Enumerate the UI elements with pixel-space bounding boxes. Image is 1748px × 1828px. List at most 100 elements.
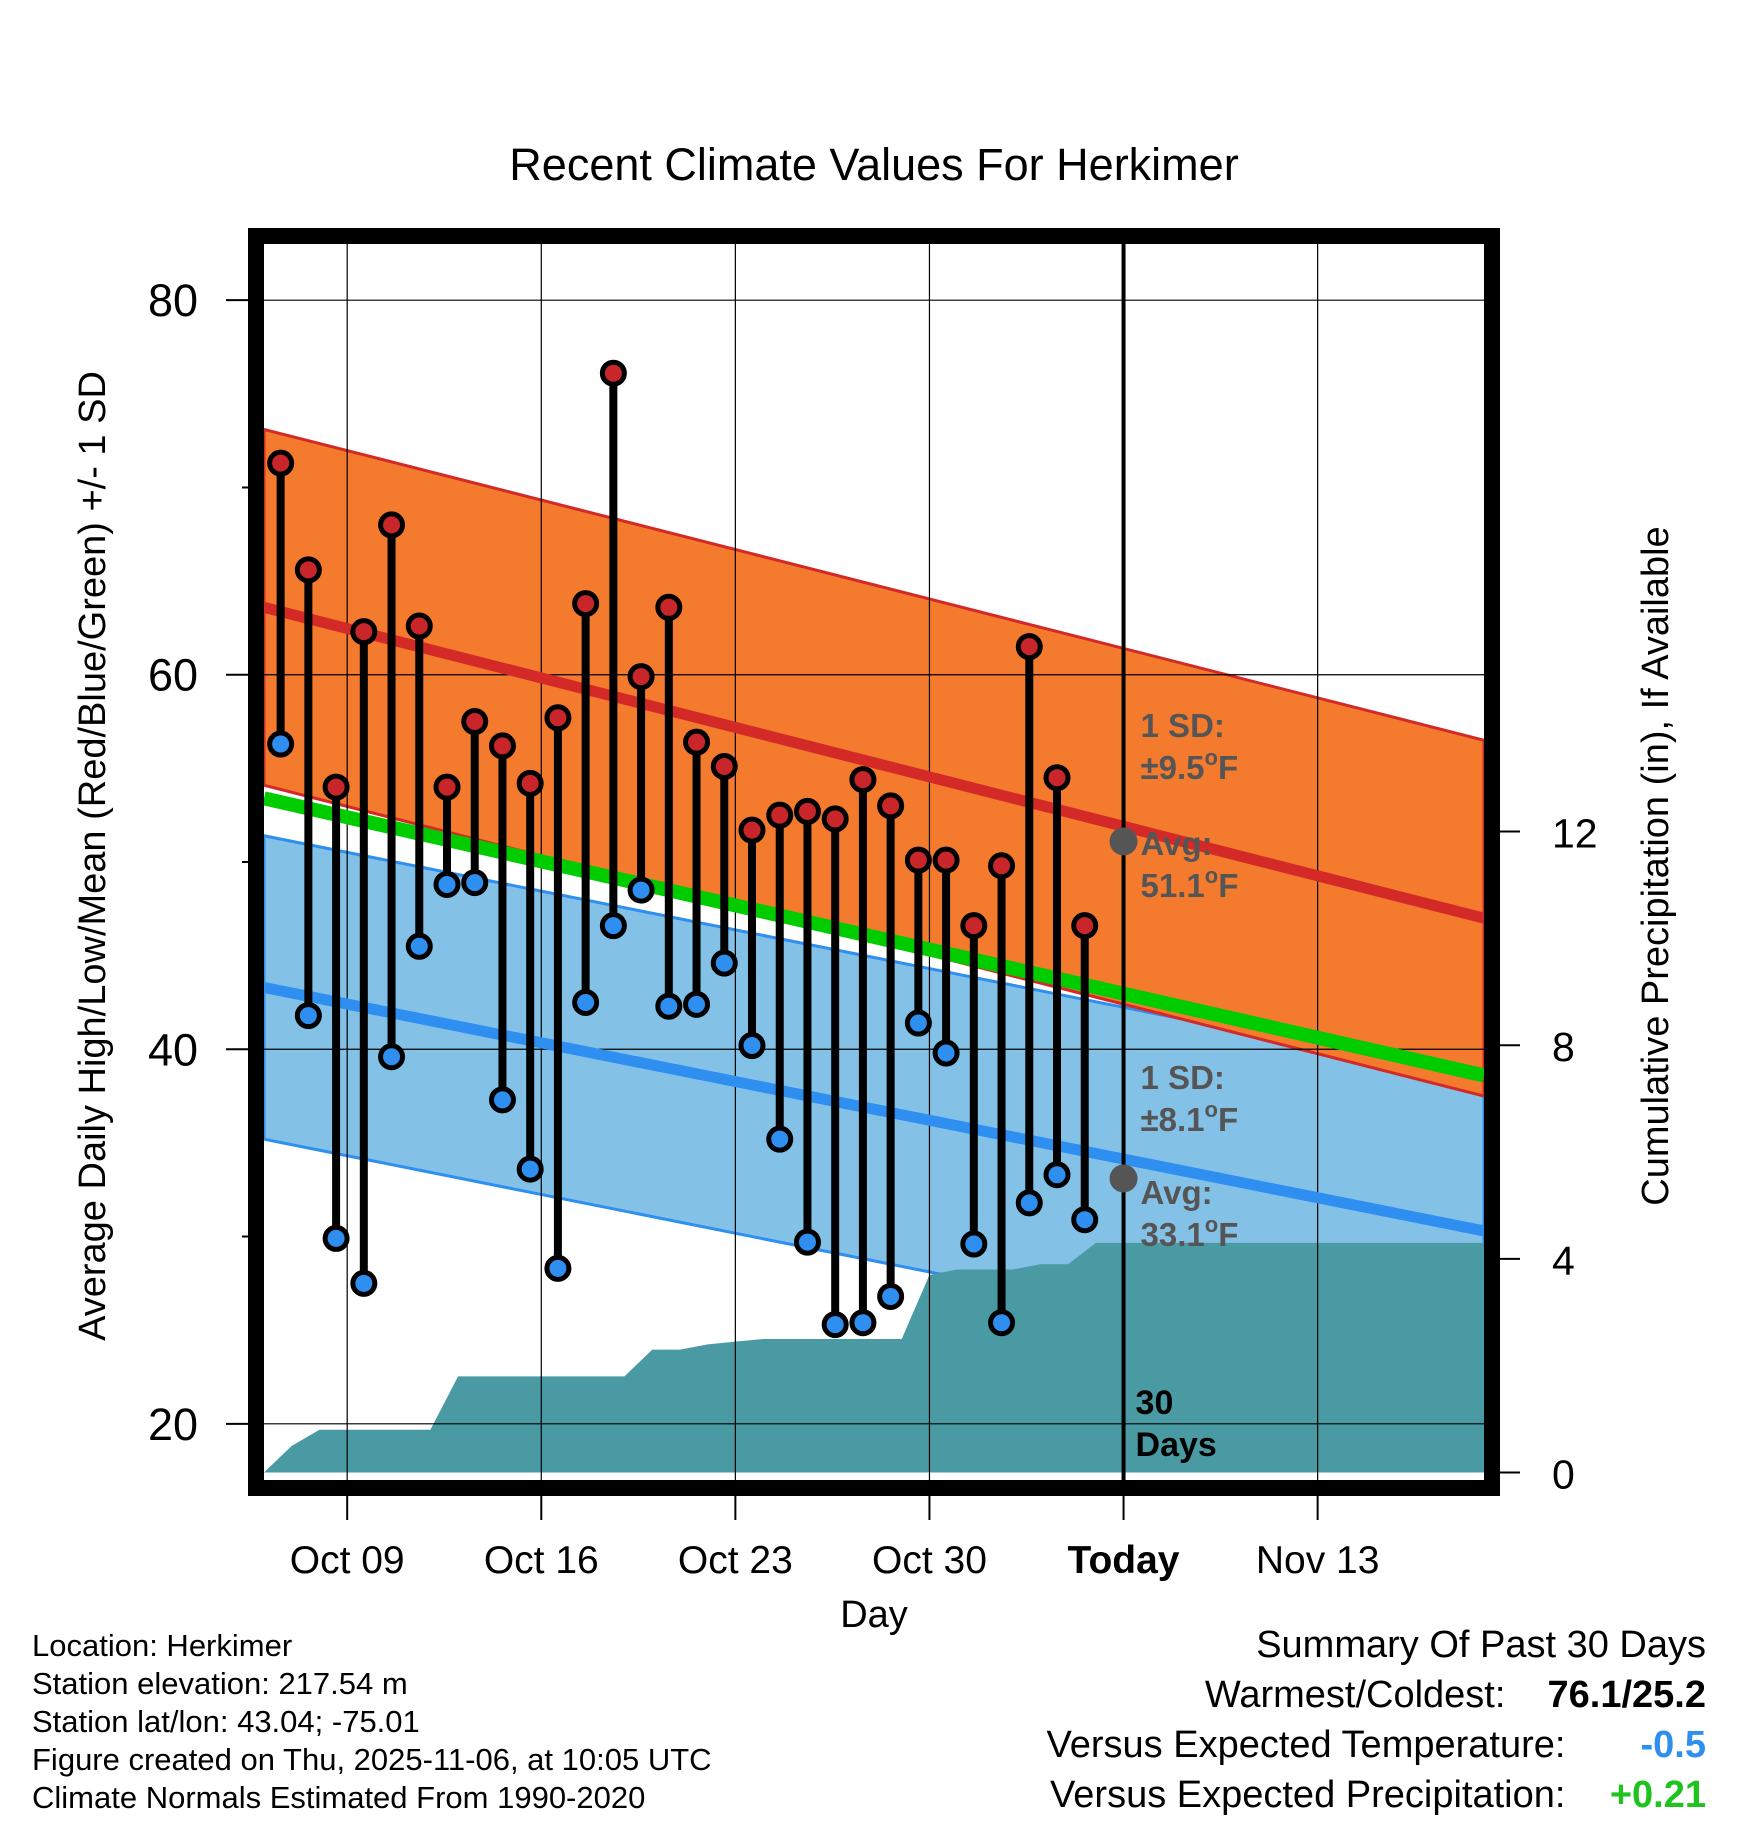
y-tick-label-left: 40 [148, 1024, 198, 1075]
high-point [960, 912, 988, 940]
high-point [932, 846, 960, 874]
low-point [932, 1039, 960, 1067]
high-sd-annotation-unit: F [1218, 749, 1238, 786]
low-point [793, 1228, 821, 1256]
low-point [988, 1309, 1016, 1337]
summary-warm-cold-value: 76.1/25.2 [1547, 1674, 1706, 1716]
low-point [683, 990, 711, 1018]
high-point [405, 612, 433, 640]
station-info: Location: Herkimer Station elevation: 21… [32, 1627, 712, 1817]
high-point [877, 792, 905, 820]
summary-precip-row: Versus Expected Precipitation: +0.21 [1047, 1770, 1706, 1820]
summary-precip-label: Versus Expected Precipitation: [1050, 1774, 1566, 1816]
low-point [1071, 1206, 1099, 1234]
high-point [267, 449, 295, 477]
x-tick-label: Nov 13 [1256, 1539, 1380, 1582]
x-tick-label: Oct 23 [678, 1539, 793, 1582]
y-tick-label-left: 20 [148, 1399, 198, 1450]
low-point [599, 912, 627, 940]
low-sd-annotation-unit: F [1218, 1101, 1238, 1138]
summary-temp-label: Versus Expected Temperature: [1046, 1724, 1566, 1766]
high-point [738, 816, 766, 844]
y-tick-label-right: 12 [1552, 811, 1598, 857]
low-point [766, 1125, 794, 1153]
low-sd-annotation-label: 1 SD: [1141, 1059, 1225, 1096]
low-avg-annotation-label: Avg: [1141, 1174, 1213, 1211]
low-avg-annotation-unit: F [1218, 1216, 1238, 1253]
normal-high-line [262, 601, 1486, 924]
high-point [378, 511, 406, 539]
y-tick-label-left: 80 [148, 275, 198, 326]
high-point [821, 805, 849, 833]
high-point [1015, 633, 1043, 661]
high-sd-annotation-degree: o [1205, 745, 1218, 770]
normal-mean-line [262, 791, 1486, 1083]
low-point [710, 949, 738, 977]
low-point [378, 1043, 406, 1071]
days-count-label: 30 [1136, 1384, 1174, 1422]
info-normals: Climate Normals Estimated From 1990-2020 [32, 1780, 646, 1815]
low-point [821, 1311, 849, 1339]
high-avg-annotation-value: 51.1oF [1141, 863, 1239, 904]
high-avg-marker [1109, 827, 1138, 856]
y-tick-label-right: 8 [1552, 1024, 1575, 1070]
y-axis-title-left: Average Daily High/Low/Mean (Red/Blue/Gr… [72, 371, 114, 1341]
high-point [294, 556, 322, 584]
low-point [738, 1032, 766, 1060]
high-point [793, 797, 821, 825]
normal-low-line [262, 982, 1486, 1237]
high-avg-annotation-degree: o [1205, 863, 1218, 888]
low-avg-marker [1109, 1164, 1138, 1193]
high-point [544, 704, 572, 732]
summary-temp-row: Versus Expected Temperature: -0.5 [1047, 1720, 1706, 1770]
precipitation-area [264, 1242, 1484, 1473]
x-tick-label: Oct 09 [290, 1539, 405, 1582]
high-point [433, 773, 461, 801]
low-point [433, 870, 461, 898]
high-avg-annotation-label: Avg: [1141, 825, 1213, 862]
low-point [1015, 1189, 1043, 1217]
low-point [488, 1086, 516, 1114]
high-point [627, 663, 655, 691]
high-point [683, 728, 711, 756]
low-point [655, 992, 683, 1020]
summary-warm-cold-label: Warmest/Coldest: [1204, 1674, 1506, 1716]
low-point [849, 1309, 877, 1337]
y-tick-label-right: 0 [1552, 1452, 1575, 1498]
low-point [350, 1269, 378, 1297]
low-sd-annotation-value: ±8.1oF [1141, 1097, 1239, 1138]
days-unit-label: Days [1136, 1426, 1217, 1464]
low-point [405, 932, 433, 960]
low-point [572, 988, 600, 1016]
high-point [599, 359, 627, 387]
high-point [488, 732, 516, 760]
info-created: Figure created on Thu, 2025-11-06, at 10… [32, 1742, 712, 1777]
low-point [322, 1224, 350, 1252]
x-tick-label: Oct 16 [484, 1539, 599, 1582]
high-point [655, 593, 683, 621]
high-point [766, 801, 794, 829]
summary-panel: Summary Of Past 30 Days Warmest/Coldest:… [1047, 1620, 1706, 1820]
y-tick-label-left: 60 [148, 650, 198, 701]
x-tick-label: Today [1068, 1539, 1180, 1582]
info-location: Location: Herkimer [32, 1628, 293, 1663]
high-point [350, 618, 378, 646]
high-point [849, 766, 877, 794]
info-latlon: Station lat/lon: 43.04; -75.01 [32, 1704, 420, 1739]
x-tick-label: Oct 30 [872, 1539, 987, 1582]
low-point [1043, 1161, 1071, 1189]
summary-precip-value: +0.21 [1609, 1774, 1706, 1816]
x-axis-title: Day [840, 1594, 908, 1636]
y-tick-label-right: 4 [1552, 1238, 1575, 1284]
high-point [710, 752, 738, 780]
low-point [461, 869, 489, 897]
low-point [627, 876, 655, 904]
high-point [1071, 912, 1099, 940]
chart-title: Recent Climate Values For Herkimer [509, 139, 1238, 190]
low-point [294, 1002, 322, 1030]
y-axis-title-right: Cumulative Precipitation (in), If Availa… [1635, 526, 1677, 1205]
high-sd-annotation-value: ±9.5oF [1141, 745, 1239, 786]
summary-warm-cold-row: Warmest/Coldest: 76.1/25.2 [1047, 1670, 1706, 1720]
low-point [877, 1282, 905, 1310]
